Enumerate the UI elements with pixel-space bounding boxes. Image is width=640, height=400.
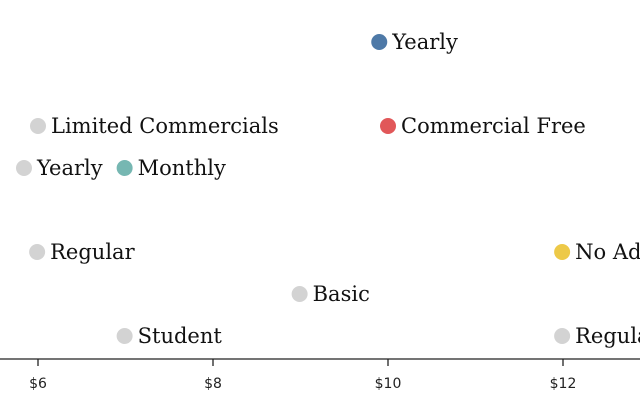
data-point: No Ads — [554, 240, 640, 264]
x-tick-label: $10 — [375, 376, 402, 392]
point-marker — [554, 244, 571, 260]
data-point: Regular — [29, 240, 136, 264]
point-label: Yearly — [36, 156, 103, 180]
point-label: Monthly — [138, 156, 226, 180]
data-point: Monthly — [116, 156, 226, 180]
points-layer: Yearly Regular Limited Commercials Commerci… — [16, 30, 640, 348]
data-point: Student — [116, 324, 223, 348]
point-marker — [554, 328, 571, 344]
point-label: Student — [138, 324, 223, 348]
point-marker — [16, 160, 32, 176]
x-tick-label: $6 — [29, 376, 47, 392]
x-tick-label: $8 — [204, 376, 222, 392]
data-point: Regular — [554, 324, 640, 348]
data-point: Yearly — [371, 30, 458, 54]
point-label: Regular — [575, 324, 640, 348]
point-marker — [291, 286, 308, 302]
data-point: Limited Commercials — [30, 114, 279, 138]
point-marker — [116, 328, 133, 344]
point-label: Commercial Free — [401, 114, 586, 138]
point-label: Regular — [50, 240, 135, 264]
x-tick-label: $12 — [550, 376, 577, 392]
x-axis: $6 $8 $10 $12 — [0, 358, 640, 392]
point-label: Limited Commercials — [51, 114, 279, 138]
point-marker — [30, 118, 46, 134]
data-point: Yearly — [16, 156, 103, 180]
data-point: Basic — [291, 282, 370, 306]
point-marker — [380, 118, 396, 134]
point-label: No Ads — [575, 240, 640, 264]
point-marker — [29, 244, 46, 260]
point-label: Basic — [313, 282, 370, 306]
point-marker — [116, 160, 133, 176]
point-label: Yearly — [391, 30, 458, 54]
point-marker — [371, 34, 388, 50]
data-point: Commercial Free — [380, 114, 586, 138]
